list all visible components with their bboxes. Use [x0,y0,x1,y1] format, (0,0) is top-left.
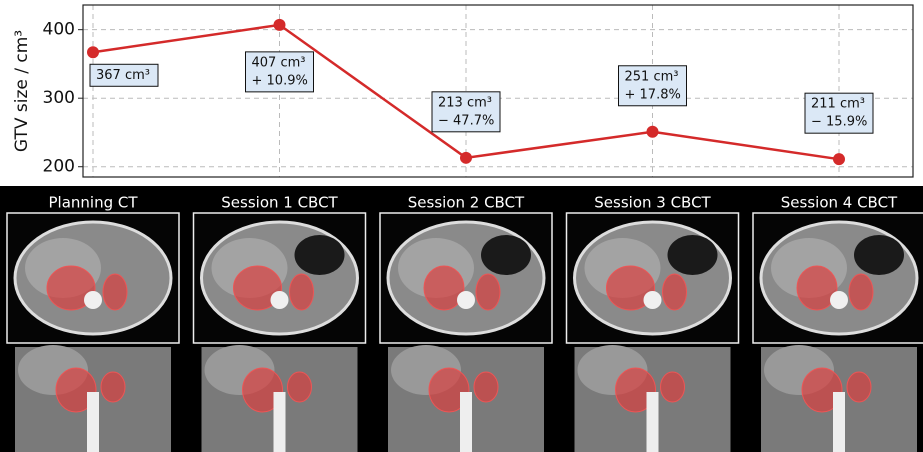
value-label: 367 cm³ [96,68,150,83]
tumor [474,372,498,402]
value-label: 251 cm³ [625,69,679,84]
change-label: − 47.7% [438,113,494,128]
tumor [103,274,127,310]
spine [833,392,845,452]
tumor [849,274,873,310]
value-label: 211 cm³ [811,97,865,112]
gas [481,235,531,275]
panel-title: Session 4 CBCT [781,194,898,212]
tumor [661,372,685,402]
panel-title: Session 3 CBCT [594,194,711,212]
tumor [476,274,500,310]
spine [84,291,102,309]
y-tick-label: 300 [43,88,75,108]
tumor [290,274,314,310]
spine [647,392,659,452]
y-tick-label: 200 [43,157,75,177]
spine [460,392,472,452]
panel-title: Planning CT [48,194,138,212]
point [87,46,99,58]
value-label: 213 cm³ [438,95,492,110]
change-label: + 10.9% [252,73,308,88]
point [274,19,286,31]
point [460,152,472,164]
figure: GTV size / cm³ 367 cm³ 407 cm³ + 10.9% 213 … [0,0,923,452]
point [647,126,659,138]
change-label: + 17.8% [625,87,681,102]
y-tick-label: 400 [43,20,75,40]
spine [644,291,662,309]
spine [457,291,475,309]
gas [295,235,345,275]
spine [271,291,289,309]
spine [830,291,848,309]
panel-title: Session 2 CBCT [408,194,525,212]
spine [87,392,99,452]
y-axis-label: GTV size / cm³ [12,30,32,152]
tumor [847,372,871,402]
value-label: 407 cm³ [252,55,306,70]
spine [274,392,286,452]
tumor [288,372,312,402]
tumor [101,372,125,402]
panel-title: Session 1 CBCT [221,194,338,212]
point [833,153,845,165]
gas [668,235,718,275]
gas [854,235,904,275]
tumor [663,274,687,310]
change-label: − 15.9% [811,115,867,130]
